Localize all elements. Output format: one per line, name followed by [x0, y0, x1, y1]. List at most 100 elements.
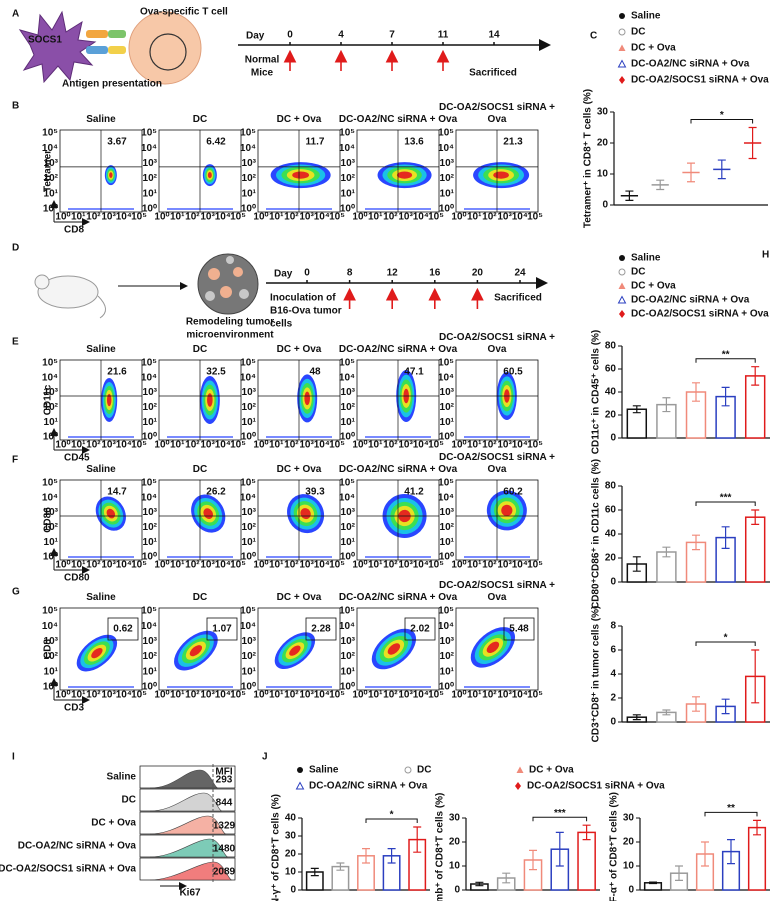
- plot-title: Saline: [86, 592, 116, 603]
- flow-x-tick: 10¹: [269, 440, 284, 451]
- plot-frame: [158, 607, 242, 691]
- plot-title: DC-OA2/NC siRNA + Ova: [338, 114, 458, 125]
- flow-y-tick: 10¹: [143, 417, 158, 428]
- flow-x-tick: 10²: [284, 440, 299, 451]
- significance-label: ***: [554, 808, 566, 819]
- plot-title: DC-OA2/SOCS1 siRNA + Ova: [438, 102, 556, 125]
- flow-y-tick: 10¹: [242, 417, 257, 428]
- legend-marker: [619, 255, 625, 261]
- flow-x-tick: 10⁰: [154, 212, 169, 223]
- flow-y-tick: 10⁰: [241, 204, 256, 215]
- flow-y-tick: 10³: [242, 507, 257, 518]
- flow-y-tick: 10⁰: [241, 432, 256, 443]
- y-tick-label: 0: [628, 885, 634, 896]
- error-bar: [721, 526, 730, 549]
- significance-bracket: [695, 501, 756, 506]
- flow-x-tick: 10²: [284, 560, 299, 571]
- flow-y-tick: 10⁴: [42, 372, 58, 383]
- flow-y-tick: 10⁵: [339, 606, 355, 617]
- timeline-day: 7: [389, 30, 395, 41]
- flow-y-tick: 10⁵: [438, 478, 454, 489]
- timeline-start-label: Inoculation of: [270, 293, 336, 304]
- flow-y-tick: 10²: [440, 173, 455, 184]
- flow-y-tick: 10⁵: [240, 128, 256, 139]
- error-bar: [751, 649, 760, 704]
- timeline-end-label: Sacrificed: [494, 293, 542, 304]
- y-tick-label: 30: [449, 813, 461, 824]
- plot-title: DC + Ova: [276, 114, 322, 125]
- mfi-value: 1329: [213, 821, 236, 832]
- error-bar: [692, 534, 700, 551]
- y-tick-label: 10: [597, 169, 609, 180]
- flow-x-tick: 10⁰: [154, 440, 169, 451]
- significance-label: *: [390, 810, 394, 821]
- error-bar: [687, 162, 695, 183]
- flow-y-tick: 10⁴: [339, 372, 355, 383]
- flow-y-tick: 10¹: [44, 188, 59, 199]
- panel-letter: E: [12, 337, 19, 348]
- timeline-day: 0: [304, 268, 310, 279]
- flow-y-tick: 10²: [143, 402, 158, 413]
- flow-y-tick: 10³: [341, 158, 356, 169]
- flow-x-label: CD45: [64, 453, 90, 464]
- flow-x-tick: 10¹: [467, 212, 482, 223]
- y-tick-label: 2: [610, 693, 616, 704]
- plot-title: DC-OA2/NC siRNA + Ova: [338, 464, 458, 475]
- flow-y-tick: 10⁰: [340, 432, 355, 443]
- flow-x-tick: 10⁰: [253, 440, 268, 451]
- flow-x-tick: 10³: [497, 212, 512, 223]
- flow-x-tick: 10⁰: [154, 560, 169, 571]
- gate-percentage: 2.02: [410, 624, 430, 635]
- flow-x-tick: 10¹: [368, 560, 383, 571]
- flow-y-tick: 10⁰: [439, 204, 454, 215]
- flow-y-tick: 10⁵: [339, 478, 355, 489]
- mfi-value: 2089: [213, 867, 236, 878]
- flow-x-tick: 10⁵: [329, 440, 345, 451]
- flow-x-tick: 10¹: [71, 212, 86, 223]
- plot-title: DC: [192, 464, 208, 475]
- flow-x-tick: 10⁵: [527, 690, 543, 701]
- flow-x-tick: 10⁰: [253, 560, 268, 571]
- quadrant-percentage: 60.2: [503, 487, 523, 498]
- plot-title: DC-OA2/NC siRNA + Ova: [338, 592, 458, 603]
- y-tick-label: 10: [285, 867, 297, 878]
- flow-x-tick: 10⁵: [527, 212, 543, 223]
- flow-y-tick: 10³: [242, 387, 257, 398]
- error-bar: [625, 190, 634, 201]
- flow-x-tick: 10⁴: [116, 440, 132, 451]
- quadrant-percentage: 26.2: [206, 487, 226, 498]
- flow-y-tick: 10²: [341, 402, 356, 413]
- flow-y-tick: 10¹: [440, 537, 455, 548]
- flow-x-tick: 10¹: [368, 690, 383, 701]
- tumor-illustration: [197, 253, 259, 315]
- flow-y-tick: 10²: [44, 651, 59, 662]
- error-bar: [717, 159, 726, 180]
- flow-x-tick: 10⁴: [512, 560, 528, 571]
- flow-x-tick: 10⁴: [512, 440, 528, 451]
- flow-y-tick: 10⁵: [438, 606, 454, 617]
- histogram-row-label: DC-OA2/SOCS1 siRNA + Ova: [0, 864, 136, 875]
- legend-marker: [618, 44, 626, 51]
- flow-y-tick: 10³: [440, 387, 455, 398]
- error-bar: [362, 848, 370, 864]
- legend-marker: [404, 766, 412, 774]
- dc-illustration: [18, 10, 202, 85]
- density-blob: [371, 628, 417, 670]
- flow-x-tick: 10⁴: [215, 440, 231, 451]
- legend-marker: [619, 310, 625, 318]
- flow-x-tick: 10³: [101, 440, 116, 451]
- quadrant-percentage: 60.5: [503, 367, 523, 378]
- y-axis-label: IFN-γ⁺ of CD8⁺T cells (%): [271, 794, 282, 901]
- gate-percentage: 5.48: [509, 624, 529, 635]
- flow-y-tick: 10¹: [341, 417, 356, 428]
- y-tick-label: 0: [610, 577, 616, 588]
- density-blob: [199, 376, 220, 424]
- quadrant-percentage: 21.6: [107, 367, 127, 378]
- flow-x-tick: 10⁰: [352, 212, 367, 223]
- panel-letter: I: [12, 752, 15, 763]
- flow-y-tick: 10²: [143, 522, 158, 533]
- flow-x-tick: 10³: [200, 440, 215, 451]
- legend-label: DC-OA2/SOCS1 siRNA + Ova: [631, 75, 769, 86]
- significance-label: *: [720, 110, 724, 121]
